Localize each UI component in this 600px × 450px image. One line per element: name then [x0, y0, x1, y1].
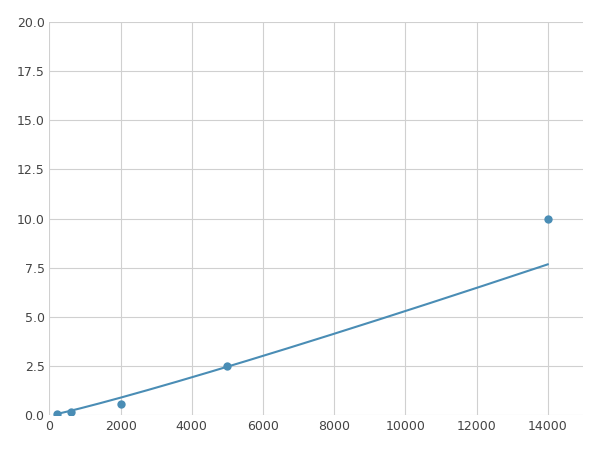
Point — [223, 363, 232, 370]
Point — [116, 400, 125, 407]
Point — [52, 410, 61, 417]
Point — [543, 215, 553, 222]
Point — [66, 408, 76, 415]
